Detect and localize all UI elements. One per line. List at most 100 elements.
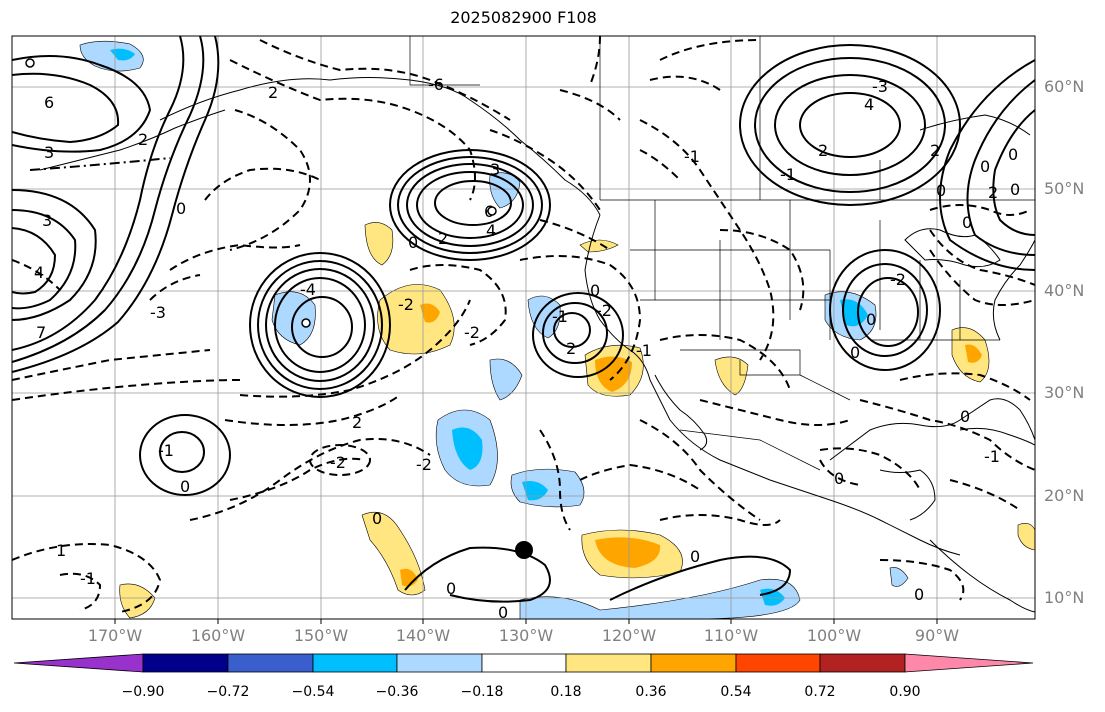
colorbar-tick-label: −0.36 <box>375 684 419 700</box>
contour-label: 0 <box>446 579 456 598</box>
lon-label: 160°W <box>190 626 246 645</box>
lon-label: 100°W <box>806 626 862 645</box>
lat-label: 60°N <box>1044 77 1085 96</box>
contour-label: -1 <box>158 441 174 460</box>
contour-label: 0 <box>176 199 186 218</box>
coastline-great-lakes <box>904 228 1001 268</box>
contour-label: 2 <box>352 413 362 432</box>
shade-region <box>519 578 801 619</box>
shade-region <box>522 481 548 501</box>
contour-label: 0 <box>372 509 382 528</box>
map-area: 6 3 2 0 3 4 7 -6 2 0 -3 2 -2 -4 6 3 4 -2… <box>12 36 1035 622</box>
contour-solid <box>12 36 1035 603</box>
lon-label: 90°W <box>914 626 960 645</box>
colorbar <box>13 653 1034 673</box>
map-title: 2025082900 F108 <box>450 8 597 27</box>
lat-label: 30°N <box>1044 383 1085 402</box>
small-circle-marker <box>487 206 497 216</box>
contour-label: 0 <box>690 547 700 566</box>
small-circle-marker <box>25 58 35 68</box>
contour-label: 0 <box>914 585 924 604</box>
shade-region <box>889 567 909 587</box>
contour-label: 2 <box>930 141 940 160</box>
contour-label: -3 <box>872 77 888 96</box>
shade-region <box>510 468 585 508</box>
colorbar-tick-label: 0.90 <box>889 684 921 700</box>
lon-label: 150°W <box>293 626 349 645</box>
colorbar-segment <box>142 653 229 673</box>
contour-label: 0 <box>962 213 972 232</box>
contour-label: 0 <box>590 281 600 300</box>
shade-region <box>595 537 661 568</box>
coastlines <box>39 77 1035 613</box>
contour-dashed <box>12 36 1035 613</box>
coastline-cuba <box>959 427 1035 446</box>
small-circle-marker <box>301 318 311 328</box>
shade-region <box>377 284 455 355</box>
coastline-gulf <box>829 398 1035 461</box>
colorbar-tick-label: −0.72 <box>206 684 250 700</box>
lon-label: 170°W <box>87 626 143 645</box>
contour-label: 4 <box>34 263 44 282</box>
lat-label: 20°N <box>1044 486 1085 505</box>
coastline-alaska <box>159 77 601 216</box>
contour-label: 3 <box>490 160 500 179</box>
shade-region <box>595 356 632 392</box>
contour-label: -1 <box>80 569 96 588</box>
contour-label: 0 <box>980 157 990 176</box>
coastline-west-coast <box>584 214 961 556</box>
contour-label: -2 <box>464 323 480 342</box>
coastline-aleutians <box>39 109 226 171</box>
contour-label: -2 <box>330 453 346 472</box>
contour-label: 0 <box>180 477 190 496</box>
contour-label: 2 <box>438 229 448 248</box>
colorbar-segment <box>13 653 144 673</box>
contour-label: 0 <box>850 343 860 362</box>
contour-label: 0 <box>498 603 508 622</box>
lon-label: 130°W <box>498 626 554 645</box>
shade-region <box>840 299 868 327</box>
colorbar-tick-label: 0.54 <box>720 684 752 700</box>
coastline-yucatan <box>879 469 936 521</box>
contour-label: 0 <box>1010 180 1020 199</box>
colorbar-segment <box>565 653 652 673</box>
shade-region <box>420 303 440 323</box>
contour-label: 6 <box>44 93 54 112</box>
contour-label: -2 <box>890 270 906 289</box>
shade-region <box>452 427 483 470</box>
contour-lines <box>12 36 1035 613</box>
colorbar-tick-label: −0.90 <box>121 684 165 700</box>
contour-label: 0 <box>960 407 970 426</box>
colorbar-tick-label: 0.36 <box>635 684 667 700</box>
contour-label: -1 <box>984 447 1000 466</box>
colorbar-tick-label: −0.54 <box>291 684 335 700</box>
coastline-east <box>992 239 1035 341</box>
contour-label: 0 <box>408 233 418 252</box>
colorbar-segment <box>481 653 567 673</box>
contour-label: 0 <box>834 469 844 488</box>
contour-label: 3 <box>44 143 54 162</box>
contour-labels: 6 3 2 0 3 4 7 -6 2 0 -3 2 -2 -4 6 3 4 -2… <box>34 75 1020 622</box>
colorbar-tick-label: −0.18 <box>460 684 504 700</box>
contour-label: -1 <box>780 165 796 184</box>
contour-label: 0 <box>866 310 876 329</box>
shade-region <box>400 568 418 587</box>
colorbar-segment <box>819 653 906 673</box>
lat-label: 40°N <box>1044 281 1085 300</box>
contour-label: 2 <box>818 141 828 160</box>
storm-center-marker <box>515 541 533 559</box>
shade-region <box>489 358 523 401</box>
contour-label: 0 <box>936 181 946 200</box>
lon-ticks <box>114 619 938 624</box>
contour-label: 2 <box>138 130 148 149</box>
coastline-baja <box>654 374 708 451</box>
shade-region <box>364 222 394 266</box>
contour-label: 7 <box>36 323 46 342</box>
lat-label: 10°N <box>1044 588 1085 607</box>
contour-label: -1 <box>636 341 652 360</box>
colorbar-segment <box>904 653 1034 673</box>
contour-label: 1 <box>56 541 66 560</box>
shade-region <box>965 344 982 363</box>
contour-label: -2 <box>596 301 612 320</box>
